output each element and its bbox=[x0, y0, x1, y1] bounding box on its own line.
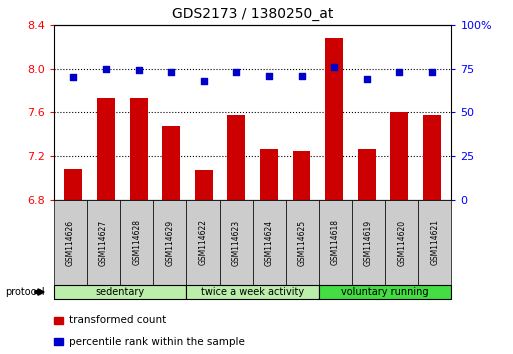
Text: voluntary running: voluntary running bbox=[342, 287, 429, 297]
Point bbox=[265, 73, 273, 79]
Text: GSM114621: GSM114621 bbox=[430, 219, 439, 266]
Bar bbox=[97, 98, 115, 200]
Point bbox=[363, 76, 371, 82]
Bar bbox=[358, 149, 376, 200]
Text: GSM114624: GSM114624 bbox=[265, 219, 274, 266]
Bar bbox=[292, 151, 310, 200]
Text: percentile rank within the sample: percentile rank within the sample bbox=[69, 337, 245, 347]
Bar bbox=[260, 149, 278, 200]
Text: sedentary: sedentary bbox=[95, 287, 145, 297]
Point bbox=[298, 73, 306, 79]
Bar bbox=[390, 113, 408, 200]
Text: GSM114629: GSM114629 bbox=[165, 219, 174, 266]
Point bbox=[428, 69, 436, 75]
Title: GDS2173 / 1380250_at: GDS2173 / 1380250_at bbox=[172, 7, 333, 21]
Point bbox=[232, 69, 241, 75]
Text: GSM114626: GSM114626 bbox=[66, 219, 75, 266]
Text: GSM114625: GSM114625 bbox=[298, 219, 307, 266]
Text: twice a week activity: twice a week activity bbox=[201, 287, 304, 297]
Point bbox=[200, 78, 208, 84]
Text: protocol: protocol bbox=[5, 287, 45, 297]
Bar bbox=[423, 115, 441, 200]
Text: transformed count: transformed count bbox=[69, 315, 167, 325]
Point bbox=[69, 75, 77, 80]
Point bbox=[102, 66, 110, 72]
Text: GSM114623: GSM114623 bbox=[231, 219, 241, 266]
Text: GSM114619: GSM114619 bbox=[364, 219, 373, 266]
Text: GSM114622: GSM114622 bbox=[199, 219, 207, 266]
Bar bbox=[195, 170, 213, 200]
Text: GSM114627: GSM114627 bbox=[99, 219, 108, 266]
Bar bbox=[65, 169, 83, 200]
Text: GSM114620: GSM114620 bbox=[397, 219, 406, 266]
Bar bbox=[325, 38, 343, 200]
Text: GSM114618: GSM114618 bbox=[331, 219, 340, 266]
Bar bbox=[130, 98, 148, 200]
Point bbox=[167, 69, 175, 75]
Text: GSM114628: GSM114628 bbox=[132, 219, 141, 266]
Point bbox=[330, 64, 338, 70]
Bar bbox=[227, 115, 245, 200]
Point bbox=[395, 69, 403, 75]
Point bbox=[134, 68, 143, 73]
Bar bbox=[162, 126, 180, 200]
